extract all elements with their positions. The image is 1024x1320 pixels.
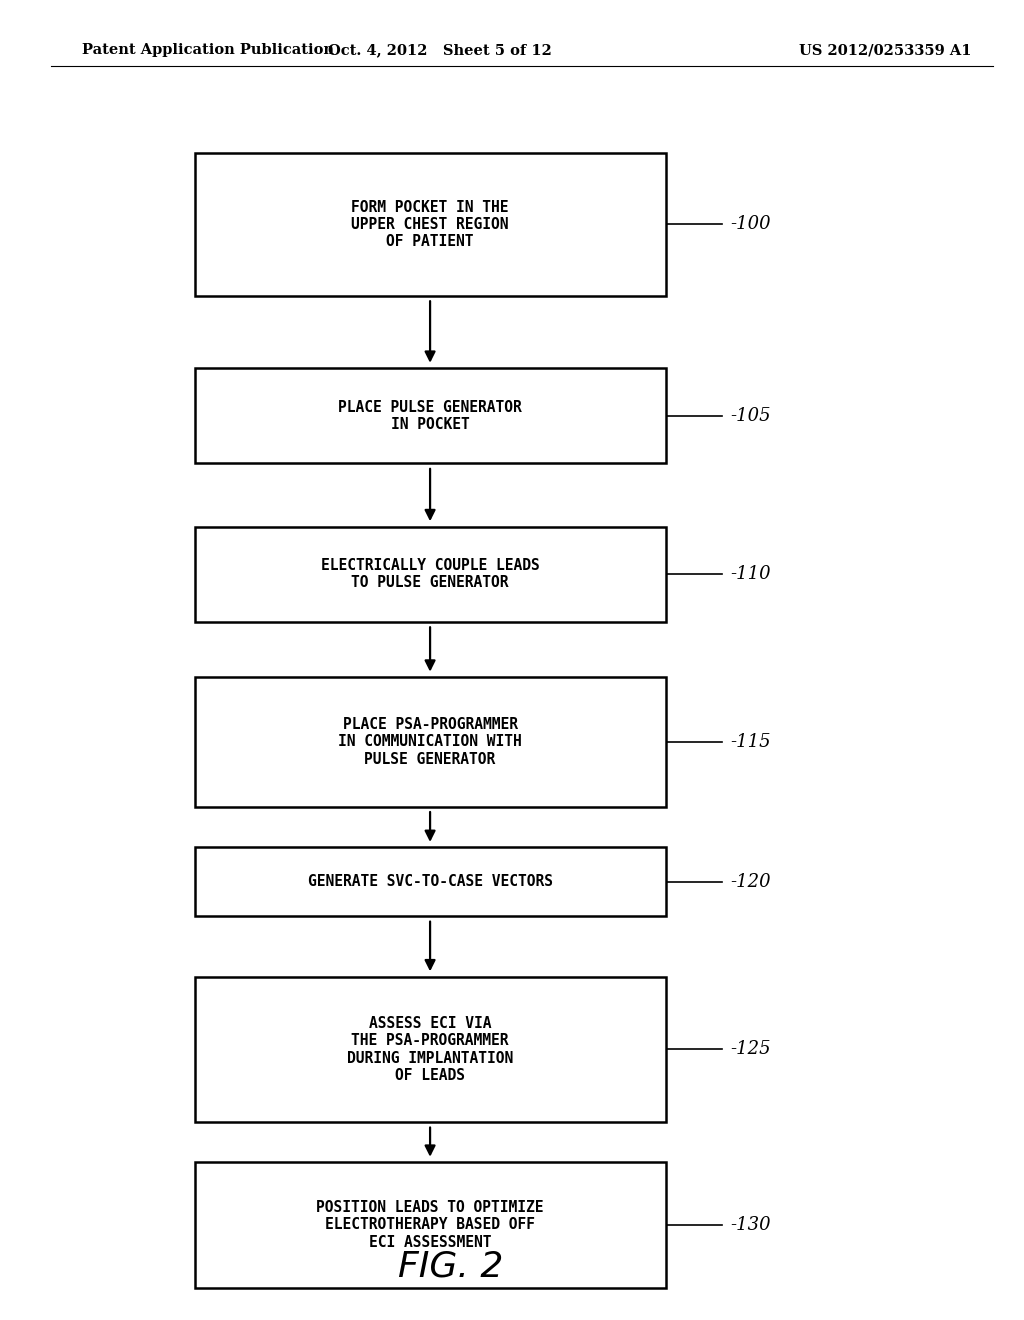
Text: -115: -115 — [730, 733, 771, 751]
Text: -105: -105 — [730, 407, 771, 425]
Text: FIG. 2: FIG. 2 — [398, 1249, 503, 1283]
Text: Patent Application Publication: Patent Application Publication — [82, 44, 334, 57]
Text: ELECTRICALLY COUPLE LEADS
TO PULSE GENERATOR: ELECTRICALLY COUPLE LEADS TO PULSE GENER… — [321, 558, 540, 590]
Text: POSITION LEADS TO OPTIMIZE
ELECTROTHERAPY BASED OFF
ECI ASSESSMENT: POSITION LEADS TO OPTIMIZE ELECTROTHERAP… — [316, 1200, 544, 1250]
Text: ASSESS ECI VIA
THE PSA-PROGRAMMER
DURING IMPLANTATION
OF LEADS: ASSESS ECI VIA THE PSA-PROGRAMMER DURING… — [347, 1016, 513, 1082]
Text: PLACE PULSE GENERATOR
IN POCKET: PLACE PULSE GENERATOR IN POCKET — [338, 400, 522, 432]
Text: -110: -110 — [730, 565, 771, 583]
Text: FORM POCKET IN THE
UPPER CHEST REGION
OF PATIENT: FORM POCKET IN THE UPPER CHEST REGION OF… — [351, 199, 509, 249]
Text: -125: -125 — [730, 1040, 771, 1059]
Text: US 2012/0253359 A1: US 2012/0253359 A1 — [799, 44, 971, 57]
Text: PLACE PSA-PROGRAMMER
IN COMMUNICATION WITH
PULSE GENERATOR: PLACE PSA-PROGRAMMER IN COMMUNICATION WI… — [338, 717, 522, 767]
Text: -120: -120 — [730, 873, 771, 891]
Text: -100: -100 — [730, 215, 771, 234]
Text: GENERATE SVC-TO-CASE VECTORS: GENERATE SVC-TO-CASE VECTORS — [307, 874, 553, 890]
Text: -130: -130 — [730, 1216, 771, 1234]
Text: Oct. 4, 2012   Sheet 5 of 12: Oct. 4, 2012 Sheet 5 of 12 — [329, 44, 552, 57]
